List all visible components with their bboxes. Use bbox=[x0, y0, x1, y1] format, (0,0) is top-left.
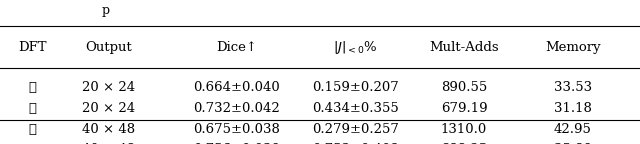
Text: 0.159±0.207: 0.159±0.207 bbox=[312, 81, 399, 94]
Text: 0.753±0.408: 0.753±0.408 bbox=[312, 143, 399, 144]
Text: ✓: ✓ bbox=[28, 143, 36, 144]
Text: 0.732±0.042: 0.732±0.042 bbox=[193, 102, 280, 114]
Text: 40 × 48: 40 × 48 bbox=[82, 123, 136, 136]
Text: Mult-Adds: Mult-Adds bbox=[429, 41, 499, 54]
Text: 0.756±0.039: 0.756±0.039 bbox=[193, 143, 280, 144]
Text: 0.279±0.257: 0.279±0.257 bbox=[312, 123, 399, 136]
Text: 40 × 48: 40 × 48 bbox=[82, 143, 136, 144]
Text: 20 × 24: 20 × 24 bbox=[82, 102, 136, 114]
Text: 0.434±0.355: 0.434±0.355 bbox=[312, 102, 399, 114]
Text: ✗: ✗ bbox=[28, 123, 36, 136]
Text: p: p bbox=[102, 4, 109, 17]
Text: 42.95: 42.95 bbox=[554, 123, 592, 136]
Text: Memory: Memory bbox=[545, 41, 600, 54]
Text: ✓: ✓ bbox=[28, 102, 36, 114]
Text: ✗: ✗ bbox=[28, 81, 36, 94]
Text: 679.19: 679.19 bbox=[441, 102, 487, 114]
Text: 1310.0: 1310.0 bbox=[441, 123, 487, 136]
Text: Dice↑: Dice↑ bbox=[216, 41, 257, 54]
Text: $|J|_{<0}$%: $|J|_{<0}$% bbox=[333, 39, 378, 56]
Text: 890.55: 890.55 bbox=[441, 81, 487, 94]
Text: 20 × 24: 20 × 24 bbox=[82, 81, 136, 94]
Text: 33.53: 33.53 bbox=[554, 81, 592, 94]
Text: 31.18: 31.18 bbox=[554, 102, 592, 114]
Text: 35.89: 35.89 bbox=[554, 143, 592, 144]
Text: 0.664±0.040: 0.664±0.040 bbox=[193, 81, 280, 94]
Text: 888.25: 888.25 bbox=[441, 143, 487, 144]
Text: Output: Output bbox=[85, 41, 132, 54]
Text: 0.675±0.038: 0.675±0.038 bbox=[193, 123, 280, 136]
Text: DFT: DFT bbox=[18, 41, 46, 54]
